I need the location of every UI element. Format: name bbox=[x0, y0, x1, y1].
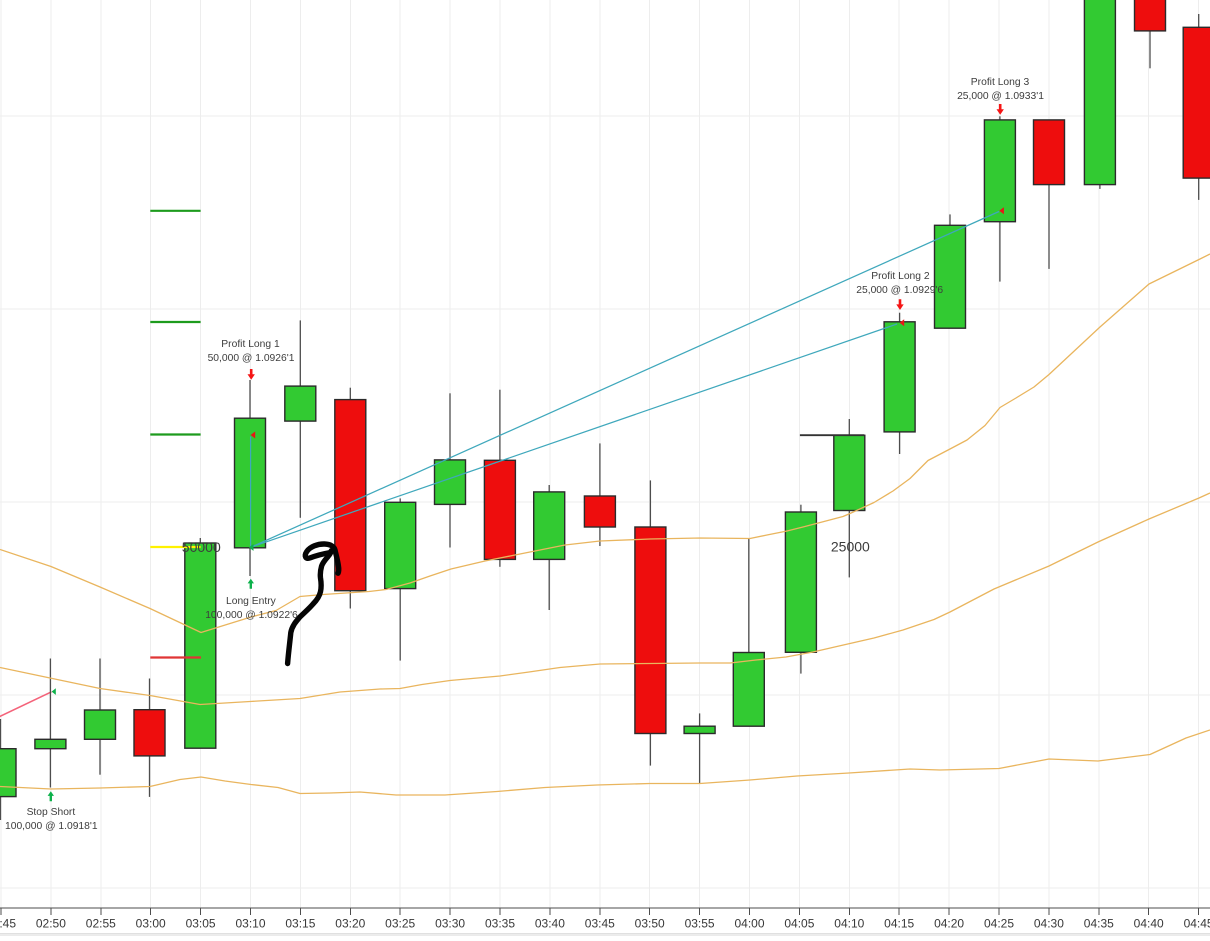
svg-text:03:05: 03:05 bbox=[186, 917, 216, 931]
svg-text:03:00: 03:00 bbox=[136, 917, 166, 931]
svg-text:100,000 @ 1.0918'1: 100,000 @ 1.0918'1 bbox=[5, 821, 98, 832]
svg-text:Profit Long 1: Profit Long 1 bbox=[221, 339, 280, 350]
svg-text:02:45: 02:45 bbox=[0, 917, 16, 931]
svg-text:Stop Short: Stop Short bbox=[27, 807, 76, 818]
svg-text:100,000 @ 1.0922'6: 100,000 @ 1.0922'6 bbox=[205, 610, 298, 621]
svg-text:03:10: 03:10 bbox=[235, 917, 265, 931]
svg-text:02:55: 02:55 bbox=[86, 917, 116, 931]
svg-text:03:45: 03:45 bbox=[585, 917, 615, 931]
svg-text:03:35: 03:35 bbox=[485, 917, 515, 931]
svg-text:03:50: 03:50 bbox=[635, 917, 665, 931]
svg-text:50000: 50000 bbox=[182, 539, 221, 555]
svg-text:03:30: 03:30 bbox=[435, 917, 465, 931]
svg-text:04:25: 04:25 bbox=[984, 917, 1014, 931]
svg-text:04:15: 04:15 bbox=[884, 917, 914, 931]
svg-text:Profit Long 3: Profit Long 3 bbox=[971, 77, 1030, 88]
svg-text:25,000 @ 1.0933'1: 25,000 @ 1.0933'1 bbox=[957, 91, 1044, 102]
svg-text:03:20: 03:20 bbox=[335, 917, 365, 931]
svg-text:03:15: 03:15 bbox=[285, 917, 315, 931]
svg-text:25000: 25000 bbox=[831, 539, 870, 555]
svg-text:04:10: 04:10 bbox=[834, 917, 864, 931]
svg-text:04:00: 04:00 bbox=[734, 917, 764, 931]
svg-text:50,000 @ 1.0926'1: 50,000 @ 1.0926'1 bbox=[208, 353, 295, 364]
svg-text:03:55: 03:55 bbox=[685, 917, 715, 931]
svg-text:04:20: 04:20 bbox=[934, 917, 964, 931]
svg-text:03:25: 03:25 bbox=[385, 917, 415, 931]
svg-text:25,000 @ 1.0929'6: 25,000 @ 1.0929'6 bbox=[856, 285, 943, 296]
svg-text:02:50: 02:50 bbox=[36, 917, 66, 931]
svg-text:04:05: 04:05 bbox=[784, 917, 814, 931]
svg-text:04:40: 04:40 bbox=[1134, 917, 1164, 931]
svg-text:03:40: 03:40 bbox=[535, 917, 565, 931]
svg-text:Profit Long 2: Profit Long 2 bbox=[871, 271, 930, 282]
svg-text:04:35: 04:35 bbox=[1084, 917, 1114, 931]
svg-text:04:45: 04:45 bbox=[1184, 917, 1210, 931]
svg-text:04:30: 04:30 bbox=[1034, 917, 1064, 931]
svg-text:Long Entry: Long Entry bbox=[226, 596, 277, 607]
